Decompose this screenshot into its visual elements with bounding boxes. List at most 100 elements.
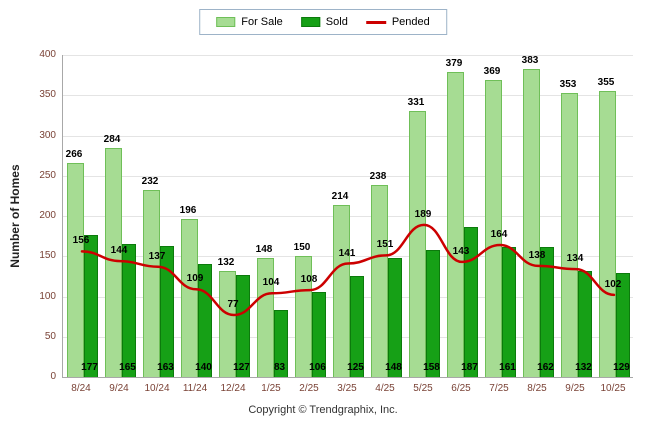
value-label-pended: 143 xyxy=(452,245,470,257)
value-label-pended: 109 xyxy=(186,273,204,285)
y-tick-label: 100 xyxy=(39,290,56,302)
value-label-pended: 104 xyxy=(262,277,280,289)
value-label-for-sale: 150 xyxy=(293,242,311,254)
y-tick-label: 200 xyxy=(39,210,56,221)
value-label-sold: 125 xyxy=(347,362,364,373)
legend: For Sale Sold Pended xyxy=(199,9,447,35)
value-label-for-sale: 196 xyxy=(179,205,197,217)
value-label-sold: 129 xyxy=(613,362,630,373)
value-label-sold: 106 xyxy=(309,362,326,373)
legend-label-for-sale: For Sale xyxy=(241,16,283,28)
sold-swatch-icon xyxy=(300,17,320,27)
bar-for-sale xyxy=(256,257,274,377)
bar-for-sale xyxy=(104,148,122,377)
bar-for-sale xyxy=(142,190,160,377)
value-label-for-sale: 355 xyxy=(597,77,615,89)
value-label-sold: 187 xyxy=(461,362,478,373)
x-tick-label: 10/25 xyxy=(600,383,626,394)
gridline xyxy=(63,135,633,137)
bar-for-sale xyxy=(598,91,616,377)
bar-for-sale xyxy=(408,110,426,377)
pended-line-swatch-icon xyxy=(365,20,386,24)
value-label-sold: 177 xyxy=(81,362,98,373)
bar-for-sale xyxy=(332,204,350,377)
x-tick-label: 8/25 xyxy=(527,383,547,394)
y-tick-label: 0 xyxy=(50,371,56,382)
x-tick-label: 2/25 xyxy=(299,383,319,394)
legend-label-sold: Sold xyxy=(325,16,348,28)
x-tick-label: 9/24 xyxy=(109,383,129,394)
value-label-pended: 164 xyxy=(490,229,508,240)
legend-label-pended: Pended xyxy=(391,16,430,28)
x-tick-label: 5/25 xyxy=(413,383,433,394)
y-tick-label: 150 xyxy=(39,250,56,262)
plot-area xyxy=(62,55,633,378)
bar-sold xyxy=(425,249,440,377)
bar-for-sale xyxy=(180,219,198,377)
bar-sold xyxy=(159,245,174,377)
value-label-for-sale: 284 xyxy=(103,134,121,146)
x-tick-label: 11/24 xyxy=(182,383,208,394)
x-tick-label: 3/25 xyxy=(337,383,357,394)
value-label-pended: 151 xyxy=(376,239,394,251)
value-label-pended: 134 xyxy=(566,253,584,265)
value-label-sold: 158 xyxy=(423,362,440,373)
value-label-for-sale: 383 xyxy=(521,54,539,66)
bar-sold xyxy=(539,246,554,377)
x-tick-label: 1/25 xyxy=(261,383,281,394)
value-label-pended: 156 xyxy=(72,235,90,247)
value-label-for-sale: 132 xyxy=(217,256,235,268)
bar-sold xyxy=(387,257,402,377)
value-label-pended: 144 xyxy=(110,245,128,257)
value-label-sold: 140 xyxy=(195,362,212,373)
y-tick-label: 250 xyxy=(39,169,56,181)
bar-sold xyxy=(501,247,516,377)
legend-item-sold: Sold xyxy=(300,16,348,28)
legend-item-for-sale: For Sale xyxy=(216,16,283,28)
value-label-sold: 165 xyxy=(119,362,136,373)
y-tick-label: 50 xyxy=(44,330,56,342)
bar-sold xyxy=(121,244,136,377)
value-label-pended: 189 xyxy=(414,208,432,220)
footer-copyright: Copyright © Trendgraphix, Inc. xyxy=(248,404,398,416)
value-label-pended: 137 xyxy=(148,250,166,262)
value-label-for-sale: 353 xyxy=(559,78,577,90)
x-tick-label: 12/24 xyxy=(220,383,246,394)
x-tick-label: 9/25 xyxy=(565,383,585,394)
x-tick-label: 4/25 xyxy=(375,383,395,394)
value-label-for-sale: 148 xyxy=(255,243,273,255)
value-label-for-sale: 238 xyxy=(369,171,387,183)
bar-for-sale xyxy=(560,92,578,377)
value-label-pended: 102 xyxy=(604,278,622,290)
value-label-for-sale: 214 xyxy=(331,190,349,202)
value-label-sold: 148 xyxy=(385,362,402,373)
x-tick-label: 6/25 xyxy=(451,383,471,394)
bar-for-sale xyxy=(370,185,388,377)
y-tick-label: 300 xyxy=(39,129,56,141)
value-label-sold: 132 xyxy=(575,362,592,373)
value-label-for-sale: 379 xyxy=(445,57,463,69)
gridline xyxy=(63,175,633,177)
value-label-for-sale: 266 xyxy=(65,148,83,160)
value-label-for-sale: 331 xyxy=(407,96,425,108)
value-label-sold: 163 xyxy=(157,362,174,373)
value-label-sold: 161 xyxy=(499,362,516,373)
value-label-pended: 138 xyxy=(528,249,546,261)
bar-for-sale xyxy=(446,71,464,377)
x-tick-label: 10/24 xyxy=(144,383,170,394)
bar-for-sale xyxy=(522,68,540,377)
value-label-pended: 108 xyxy=(300,274,318,286)
y-tick-label: 350 xyxy=(39,89,56,101)
value-label-for-sale: 232 xyxy=(141,176,159,188)
for-sale-swatch-icon xyxy=(216,17,236,27)
bar-sold xyxy=(615,273,630,377)
y-tick-label: 400 xyxy=(39,49,56,60)
value-label-sold: 162 xyxy=(537,362,554,373)
value-label-pended: 141 xyxy=(338,247,356,259)
bar-for-sale xyxy=(66,162,84,377)
value-label-for-sale: 369 xyxy=(483,66,501,77)
gridline xyxy=(63,55,633,56)
value-label-sold: 127 xyxy=(233,362,250,373)
value-label-sold: 83 xyxy=(273,362,286,373)
